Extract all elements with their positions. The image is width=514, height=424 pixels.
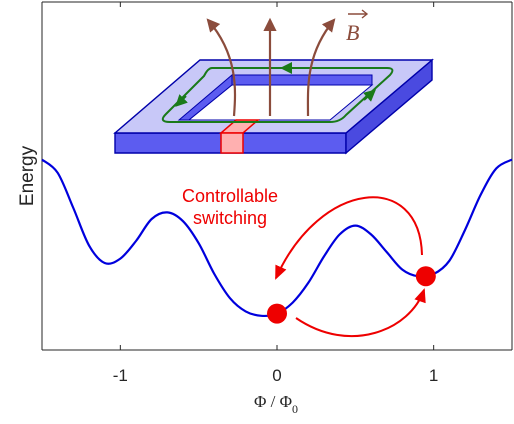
x-tick-label: 1	[429, 366, 438, 385]
switch-arrow-lower	[295, 288, 426, 338]
annotation-line-1: Controllable	[182, 186, 278, 206]
state-markers	[267, 266, 436, 324]
state-marker-2	[415, 266, 436, 287]
current-arrow-left	[175, 94, 188, 107]
squid-ring	[113, 58, 434, 155]
josephson-junction-front	[220, 132, 244, 154]
x-ticks: -1 0 1	[113, 2, 438, 385]
field-vector-arrow-icon	[348, 9, 369, 19]
ring-hole-back-wall	[231, 74, 373, 86]
x-tick-label: -1	[113, 366, 128, 385]
field-label: B	[346, 20, 359, 45]
current-loop	[161, 62, 394, 123]
x-tick-label: 0	[272, 366, 281, 385]
state-marker-1	[267, 303, 287, 324]
field-line-right	[306, 18, 336, 117]
switch-arrow-upper	[275, 196, 423, 280]
current-loop-path	[161, 67, 394, 123]
field-line-left	[206, 18, 237, 117]
plot-axes	[41, 1, 513, 351]
field-lines: B	[206, 9, 369, 117]
current-arrow-right	[363, 89, 376, 102]
annotation-line-2: switching	[193, 208, 267, 228]
x-axis-label-subscript: 0	[292, 402, 298, 416]
x-axis-label-main: Φ / Φ	[254, 392, 292, 411]
energy-curve	[41, 158, 513, 318]
y-axis-label: Energy	[17, 145, 38, 206]
x-axis-label: Φ / Φ0	[254, 392, 298, 416]
